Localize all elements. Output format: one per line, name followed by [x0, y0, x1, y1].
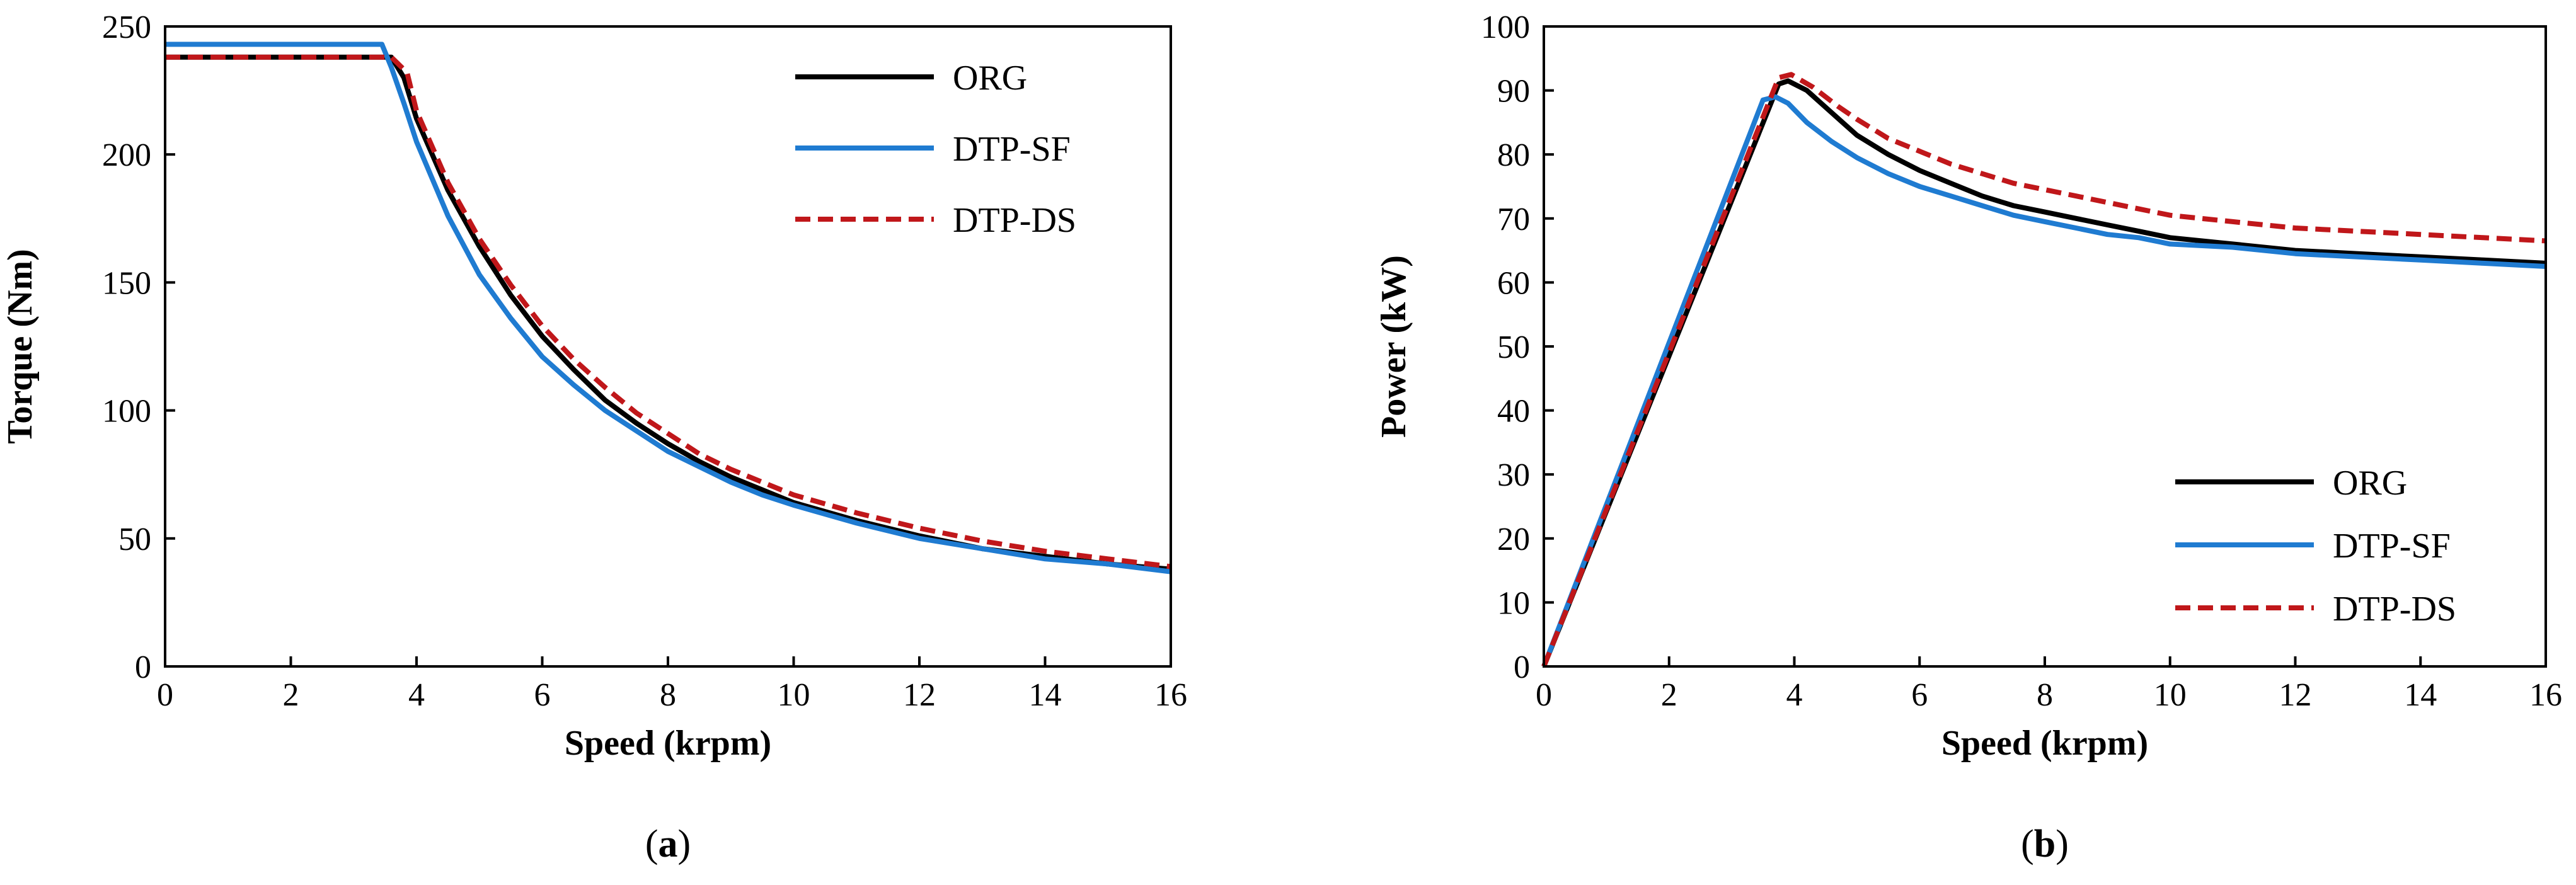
y-tick-label: 0 [1514, 649, 1530, 685]
x-tick-label: 8 [660, 677, 676, 713]
subfigure-caption: (b) [2021, 823, 2069, 865]
legend-label-org: ORG [953, 59, 1027, 98]
y-tick-label: 90 [1497, 74, 1530, 110]
series-line-dtp-ds [165, 54, 1171, 569]
x-tick-label: 14 [2404, 677, 2437, 713]
series-line-dtp-sf [165, 42, 1171, 574]
x-tick-label: 0 [157, 677, 173, 713]
x-tick-label: 16 [1154, 677, 1187, 713]
legend-label-dtp-sf: DTP-SF [953, 130, 1071, 169]
legend-label-dtp-ds: DTP-DS [2333, 590, 2456, 629]
caption-open: ( [645, 823, 658, 865]
series-group [1541, 72, 2546, 668]
x-tick-label: 14 [1029, 677, 1062, 713]
series-group [165, 42, 1171, 574]
y-tick-label: 250 [102, 9, 151, 45]
subfigure-caption: (a) [645, 823, 691, 865]
x-tick-label: 4 [408, 677, 425, 713]
legend: ORG DTP-SF DTP-DS [2175, 464, 2456, 629]
x-axis-label: Speed (krpm) [1941, 724, 2148, 763]
x-tick-label: 10 [2154, 677, 2187, 713]
series-line-dtp-sf [1541, 94, 2546, 668]
x-tick-label: 2 [1661, 677, 1677, 713]
x-tick-label: 12 [903, 677, 936, 713]
chart-b: 0 2 4 6 8 10 12 14 16 0 10 20 30 40 50 60 70 80 90 100 Speed… [1374, 9, 2562, 865]
y-tick-label: 80 [1497, 137, 1530, 173]
caption-close: ) [2056, 823, 2069, 865]
x-tick-label: 6 [1911, 677, 1928, 713]
plot-frame [1543, 25, 2547, 668]
x-tick-label: 8 [2037, 677, 2053, 713]
y-tick-label: 20 [1497, 522, 1530, 557]
y-tick-label: 30 [1497, 457, 1530, 493]
legend-label-dtp-sf: DTP-SF [2333, 527, 2451, 566]
legend: ORG DTP-SF DTP-DS [795, 59, 1076, 240]
y-tick-label: 70 [1497, 202, 1530, 237]
y-tick-label: 100 [102, 394, 151, 430]
caption-letter: a [658, 823, 678, 865]
x-axis-label: Speed (krpm) [565, 724, 771, 763]
y-tick-label: 50 [118, 522, 151, 557]
y-tick-label: 200 [102, 137, 151, 173]
plot-frame [164, 25, 1172, 668]
y-tick-label: 0 [135, 649, 151, 685]
caption-letter: b [2034, 823, 2056, 865]
x-tick-label: 0 [1536, 677, 1552, 713]
y-tick-label: 10 [1497, 585, 1530, 621]
x-tick-label: 12 [2279, 677, 2312, 713]
x-tick-label: 2 [283, 677, 299, 713]
x-tick-label: 10 [778, 677, 810, 713]
y-tick-label: 150 [102, 265, 151, 301]
y-axis-label: Power (kW) [1374, 255, 1413, 438]
x-tick-label: 4 [1786, 677, 1803, 713]
y-axis-label: Torque (Nm) [1, 249, 40, 444]
series-line-dtp-ds [1541, 72, 2546, 668]
caption-open: ( [2021, 823, 2034, 865]
x-tick-label: 6 [534, 677, 551, 713]
series-line-org [1541, 78, 2546, 668]
chart-a: 0 2 4 6 8 10 12 14 16 0 50 100 150 200 250 Speed (krpm)… [1, 9, 1187, 865]
y-tick-label: 40 [1497, 394, 1530, 430]
x-tick-label: 16 [2529, 677, 2562, 713]
legend-label-dtp-ds: DTP-DS [953, 201, 1076, 240]
caption-close: ) [678, 823, 691, 865]
y-tick-label: 50 [1497, 329, 1530, 365]
y-tick-label: 60 [1497, 265, 1530, 301]
y-tick-label: 100 [1481, 9, 1530, 45]
legend-label-org: ORG [2333, 464, 2407, 503]
